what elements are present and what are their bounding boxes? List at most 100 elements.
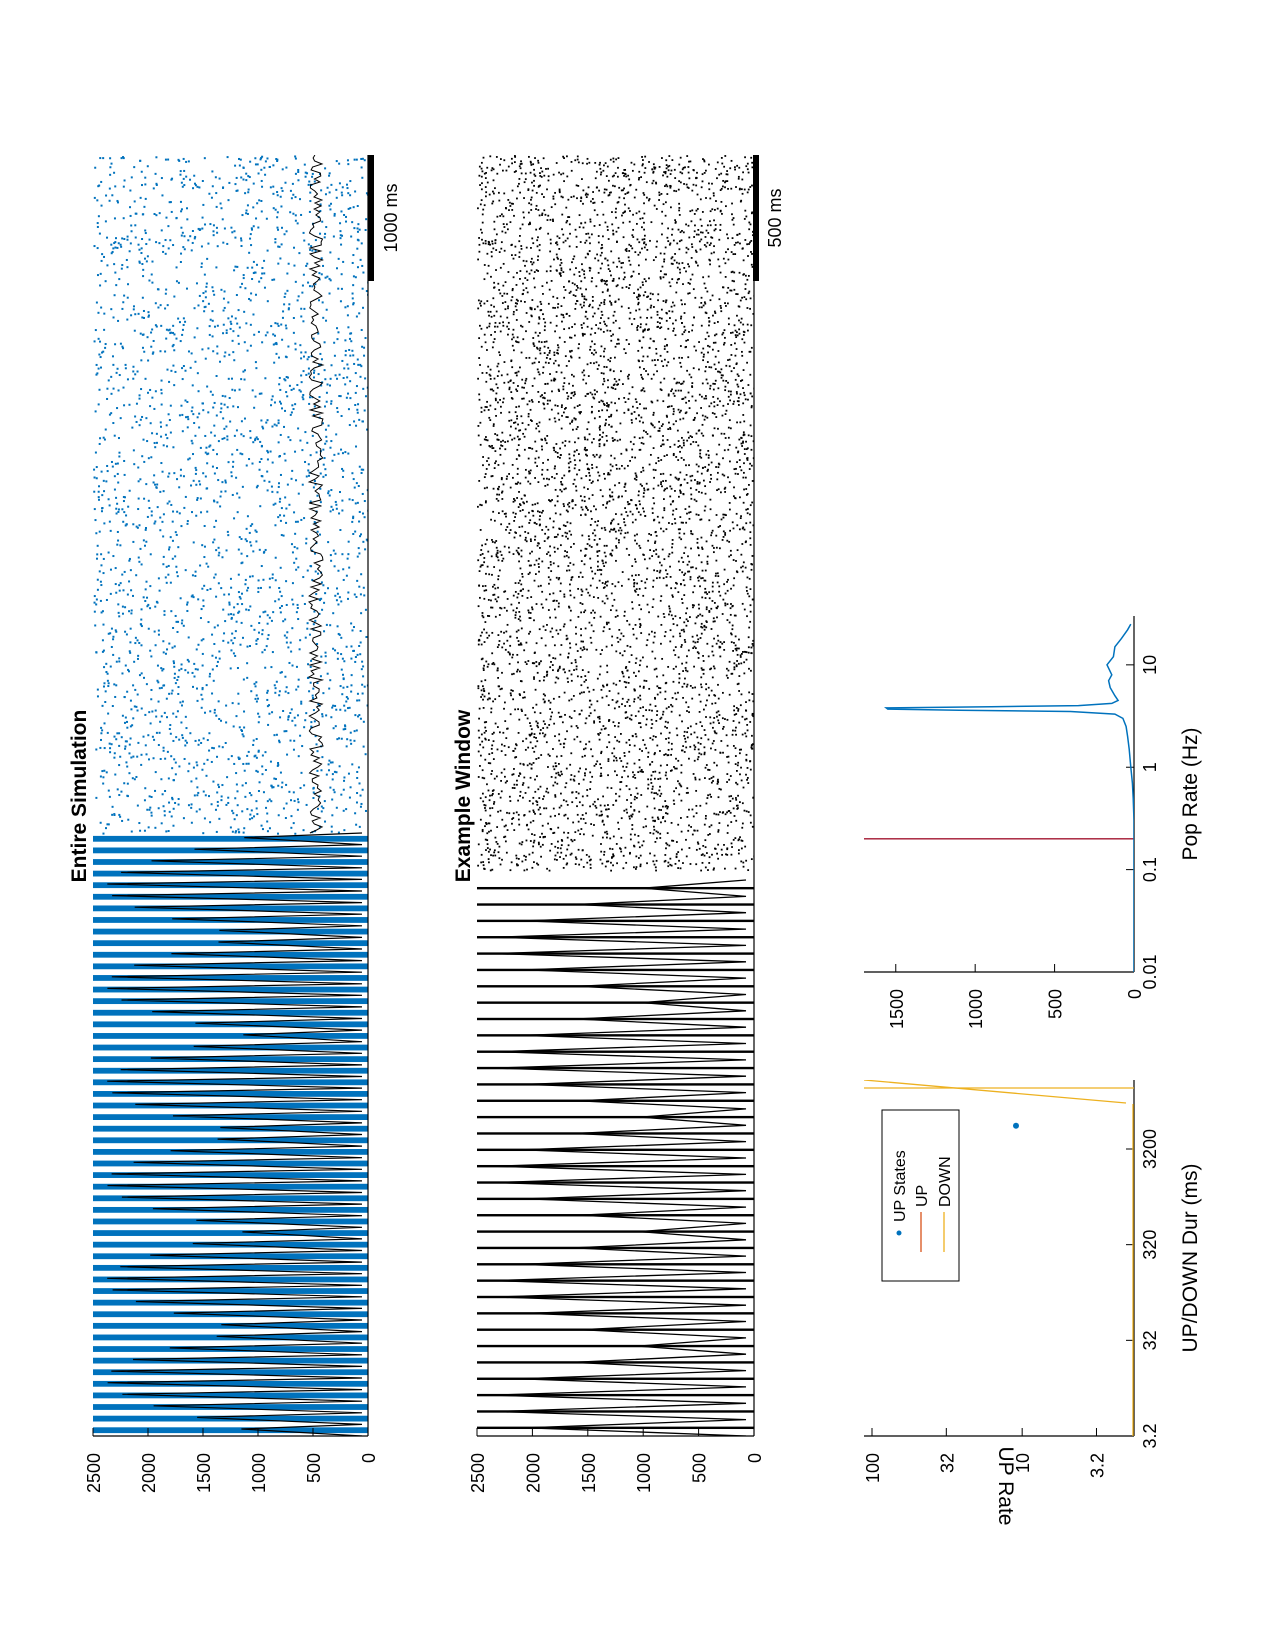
spike: [95, 748, 98, 751]
spike: [230, 377, 233, 380]
spike: [359, 717, 362, 720]
spike: [562, 314, 565, 316]
spike: [481, 553, 484, 555]
spike: [689, 282, 691, 285]
spike: [306, 441, 309, 444]
spike: [321, 381, 324, 384]
spike: [549, 630, 552, 633]
spike: [696, 264, 699, 267]
spike: [742, 402, 745, 405]
spike: [548, 288, 551, 291]
spike: [513, 783, 516, 786]
spike: [130, 314, 133, 317]
spike: [525, 500, 528, 503]
spike: [698, 393, 701, 396]
spike: [569, 594, 572, 597]
spike: [260, 156, 263, 159]
spike: [359, 535, 362, 538]
spike: [337, 331, 340, 334]
spike: [539, 712, 542, 714]
spike: [113, 475, 116, 478]
spike: [277, 245, 280, 248]
spike: [143, 350, 146, 353]
spike: [306, 627, 309, 630]
spike: [532, 342, 535, 345]
spike: [116, 502, 119, 505]
spike: [274, 687, 277, 690]
spike: [208, 732, 211, 735]
spike: [297, 179, 300, 182]
spike: [163, 810, 166, 813]
spike: [235, 476, 238, 479]
spike: [699, 700, 702, 703]
spike: [223, 403, 226, 406]
spike: [481, 372, 484, 374]
spike: [236, 448, 239, 451]
spike: [575, 235, 578, 238]
spike: [320, 769, 323, 772]
spike: [191, 241, 194, 244]
spike: [713, 334, 716, 337]
spike: [582, 866, 585, 868]
spike: [192, 187, 195, 190]
spike: [576, 426, 579, 428]
spike: [608, 494, 611, 497]
spike: [612, 804, 615, 806]
spike: [660, 716, 663, 719]
spike: [110, 412, 113, 415]
spike: [164, 652, 167, 655]
spike: [222, 309, 225, 312]
spike: [494, 321, 497, 324]
spike: [249, 344, 252, 347]
spike: [495, 269, 497, 271]
spike: [251, 817, 254, 820]
spike: [364, 548, 367, 551]
spike: [559, 628, 562, 631]
spike: [181, 734, 184, 737]
spike: [203, 584, 206, 587]
spike: [325, 440, 328, 443]
spike: [484, 825, 486, 828]
spike: [295, 665, 298, 668]
spike: [198, 186, 201, 189]
spike: [289, 413, 292, 416]
spike: [554, 657, 557, 660]
spike: [256, 163, 259, 166]
spike: [503, 590, 506, 593]
spike: [549, 399, 551, 402]
spike: [293, 561, 296, 564]
spike: [356, 266, 359, 269]
spike: [532, 706, 534, 709]
spike: [734, 747, 737, 750]
spike: [477, 434, 480, 437]
spike: [332, 727, 335, 730]
spike: [618, 260, 621, 263]
spike: [118, 455, 121, 458]
spike: [536, 722, 539, 725]
spike: [325, 435, 328, 438]
spike: [128, 403, 131, 406]
spike: [688, 160, 690, 163]
spike: [566, 521, 569, 524]
spike: [478, 480, 481, 482]
spike: [203, 157, 206, 160]
spike: [695, 863, 698, 866]
spike: [128, 580, 131, 583]
spike: [327, 769, 330, 772]
spike: [521, 525, 524, 528]
spike: [179, 701, 182, 704]
spike: [502, 284, 505, 287]
spike: [208, 192, 211, 195]
spike: [340, 415, 343, 418]
spike: [108, 413, 111, 416]
spike: [218, 360, 221, 363]
spike: [242, 178, 245, 181]
spike: [482, 667, 485, 670]
spike: [563, 593, 566, 596]
spike: [278, 690, 281, 693]
spike: [122, 157, 125, 160]
spike: [308, 633, 311, 636]
spike: [674, 253, 676, 255]
spike: [186, 603, 189, 606]
spike: [125, 523, 128, 526]
